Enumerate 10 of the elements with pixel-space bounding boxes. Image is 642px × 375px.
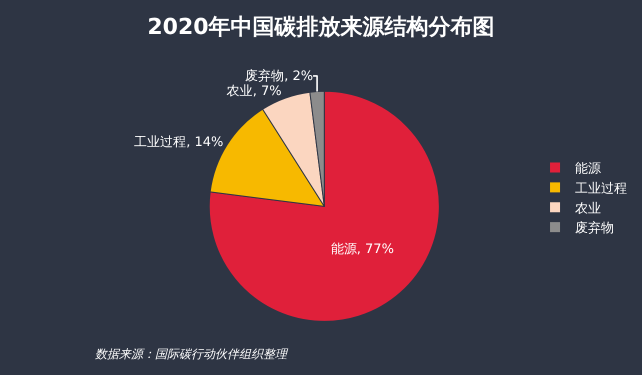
legend-label: 能源 bbox=[575, 162, 602, 177]
data-label: 废弃物, 2% bbox=[245, 68, 314, 84]
data-label: 农业, 7% bbox=[226, 84, 282, 99]
legend-label: 废弃物 bbox=[575, 220, 614, 236]
data-label: 工业过程, 14% bbox=[134, 135, 224, 150]
chart-title: 2020年中国碳排放来源结构分布图 bbox=[147, 15, 495, 40]
source-note: 数据来源：国际碳行动伙伴组织整理 bbox=[95, 347, 289, 361]
legend-label: 工业过程 bbox=[575, 181, 628, 196]
legend-label: 农业 bbox=[575, 201, 602, 216]
data-label: 能源, 77% bbox=[330, 242, 394, 257]
